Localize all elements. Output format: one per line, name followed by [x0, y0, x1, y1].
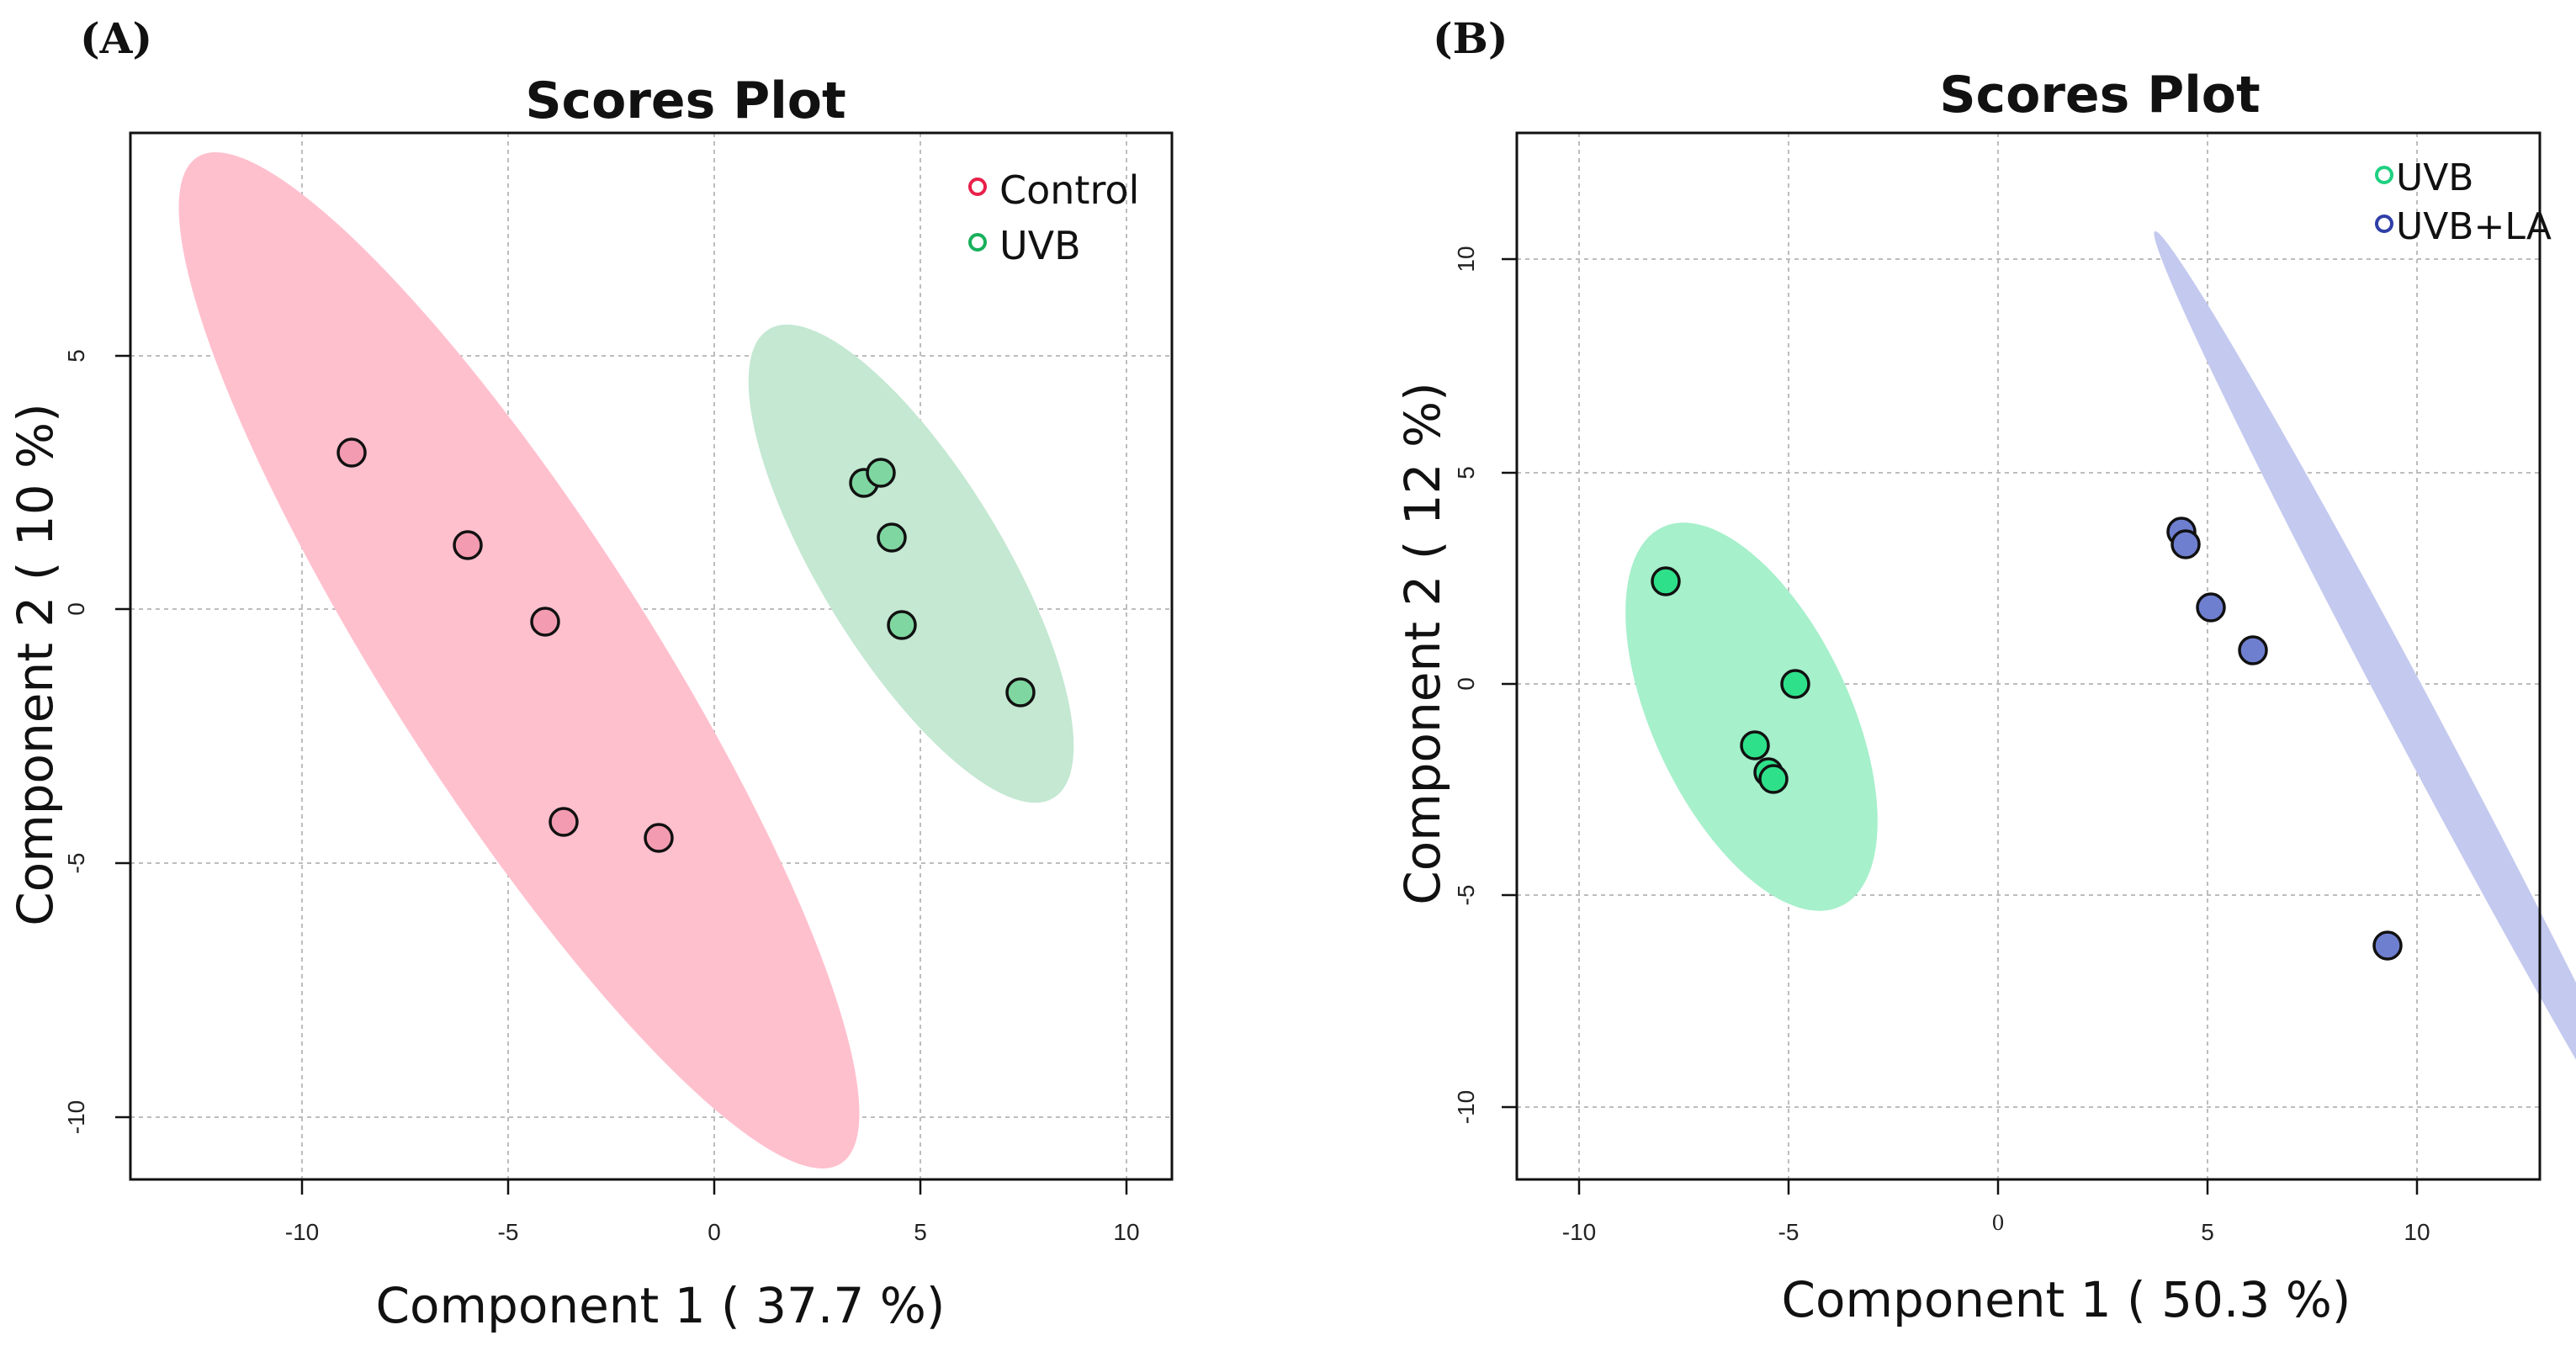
- panel-b-y-axis-label: Component 2 ( 12 %): [1394, 382, 1451, 905]
- x-tick-label: 0: [708, 1219, 721, 1245]
- panel-a-x-ticks: -10 -5 0 5 10: [285, 1179, 1140, 1245]
- panel-b-plot-frame: [1515, 131, 2542, 1181]
- point-uvb: [1651, 566, 1681, 596]
- panel-a: (A) Scores Plot: [7, 13, 1174, 1334]
- legend-label-control: Control: [999, 167, 1139, 213]
- panel-a-y-axis-label: Component 2 ( 10 %): [7, 403, 64, 926]
- x-tick-label: -5: [498, 1219, 519, 1245]
- point-control: [337, 437, 367, 468]
- point-uvb-la: [2196, 592, 2226, 623]
- y-tick-label: 10: [1453, 246, 1479, 272]
- legend-swatch-control: [968, 178, 987, 196]
- panel-b-y-ticks: 10 5 0 -5 -10: [1453, 246, 1517, 1124]
- ellipse-uvb: [748, 324, 1074, 803]
- point-uvb: [1740, 730, 1770, 760]
- point-uvb: [1780, 669, 1810, 699]
- x-tick-label: 5: [2201, 1219, 2214, 1245]
- panel-a-x-axis-label: Component 1 ( 37.7 %): [376, 1277, 946, 1334]
- y-tick-label: 0: [63, 602, 89, 616]
- y-tick-label: -10: [1453, 1090, 1479, 1124]
- x-tick-label: 0: [1991, 1211, 2004, 1235]
- legend-swatch-uvb-la: [2375, 215, 2393, 233]
- panel-b-label: (B): [1433, 13, 1508, 63]
- panel-b-legend: UVB UVB+LA: [2375, 156, 2552, 248]
- point-uvb: [887, 610, 917, 640]
- ellipse-uvb: [1625, 522, 1878, 911]
- panel-a-legend: Control UVB: [968, 167, 1139, 268]
- panel-a-ellipses: [178, 151, 1074, 1169]
- point-uvb-la: [2238, 635, 2268, 665]
- y-tick-label: -10: [63, 1100, 89, 1134]
- point-control: [549, 807, 579, 837]
- y-tick-label: 5: [63, 349, 89, 363]
- point-uvb-la: [2171, 529, 2201, 559]
- ellipse-uvb-la: [2154, 231, 2576, 1221]
- ellipse-control: [178, 151, 860, 1169]
- y-tick-label: 5: [1453, 466, 1479, 480]
- point-uvb: [877, 522, 907, 553]
- panel-a-label: (A): [80, 13, 152, 63]
- panel-a-plot-frame: [129, 131, 1174, 1181]
- y-tick-label: 0: [1453, 677, 1479, 691]
- legend-swatch-uvb: [968, 233, 987, 252]
- y-tick-label: -5: [1453, 885, 1479, 906]
- panel-b-x-axis-label: Component 1 ( 50.3 %): [1782, 1271, 2351, 1328]
- point-control: [644, 823, 674, 853]
- y-tick-label: -5: [63, 853, 89, 874]
- panel-b-ellipses: [1625, 231, 2576, 1221]
- x-tick-label: 5: [914, 1219, 927, 1245]
- legend-label-uvb: UVB: [2396, 156, 2474, 199]
- x-tick-label: 10: [1113, 1219, 1139, 1245]
- panel-a-title: Scores Plot: [525, 72, 845, 130]
- point-uvb: [1758, 764, 1789, 794]
- panel-a-y-ticks: 5 0 -5 -10: [63, 349, 130, 1134]
- x-tick-label: -10: [285, 1219, 319, 1245]
- point-uvb: [866, 458, 896, 488]
- legend-label-uvb-la: UVB+LA: [2396, 205, 2552, 248]
- legend-swatch-uvb: [2375, 166, 2393, 184]
- x-tick-label: -10: [1562, 1219, 1596, 1245]
- x-tick-label: 10: [2404, 1219, 2430, 1245]
- point-uvb: [1005, 677, 1036, 707]
- panel-b-points: [1651, 517, 2403, 961]
- panel-a-points: [337, 437, 1036, 853]
- legend-label-uvb: UVB: [999, 223, 1081, 268]
- point-control: [453, 530, 483, 560]
- panel-b-title: Scores Plot: [1939, 66, 2260, 125]
- panel-b-x-ticks: -10 -5 0 5 10: [1562, 1179, 2430, 1245]
- point-uvb-la: [2372, 930, 2403, 961]
- point-control: [530, 607, 560, 637]
- x-tick-label: -5: [1778, 1219, 1799, 1245]
- panel-b: (B) Scores Plot: [1394, 13, 2576, 1328]
